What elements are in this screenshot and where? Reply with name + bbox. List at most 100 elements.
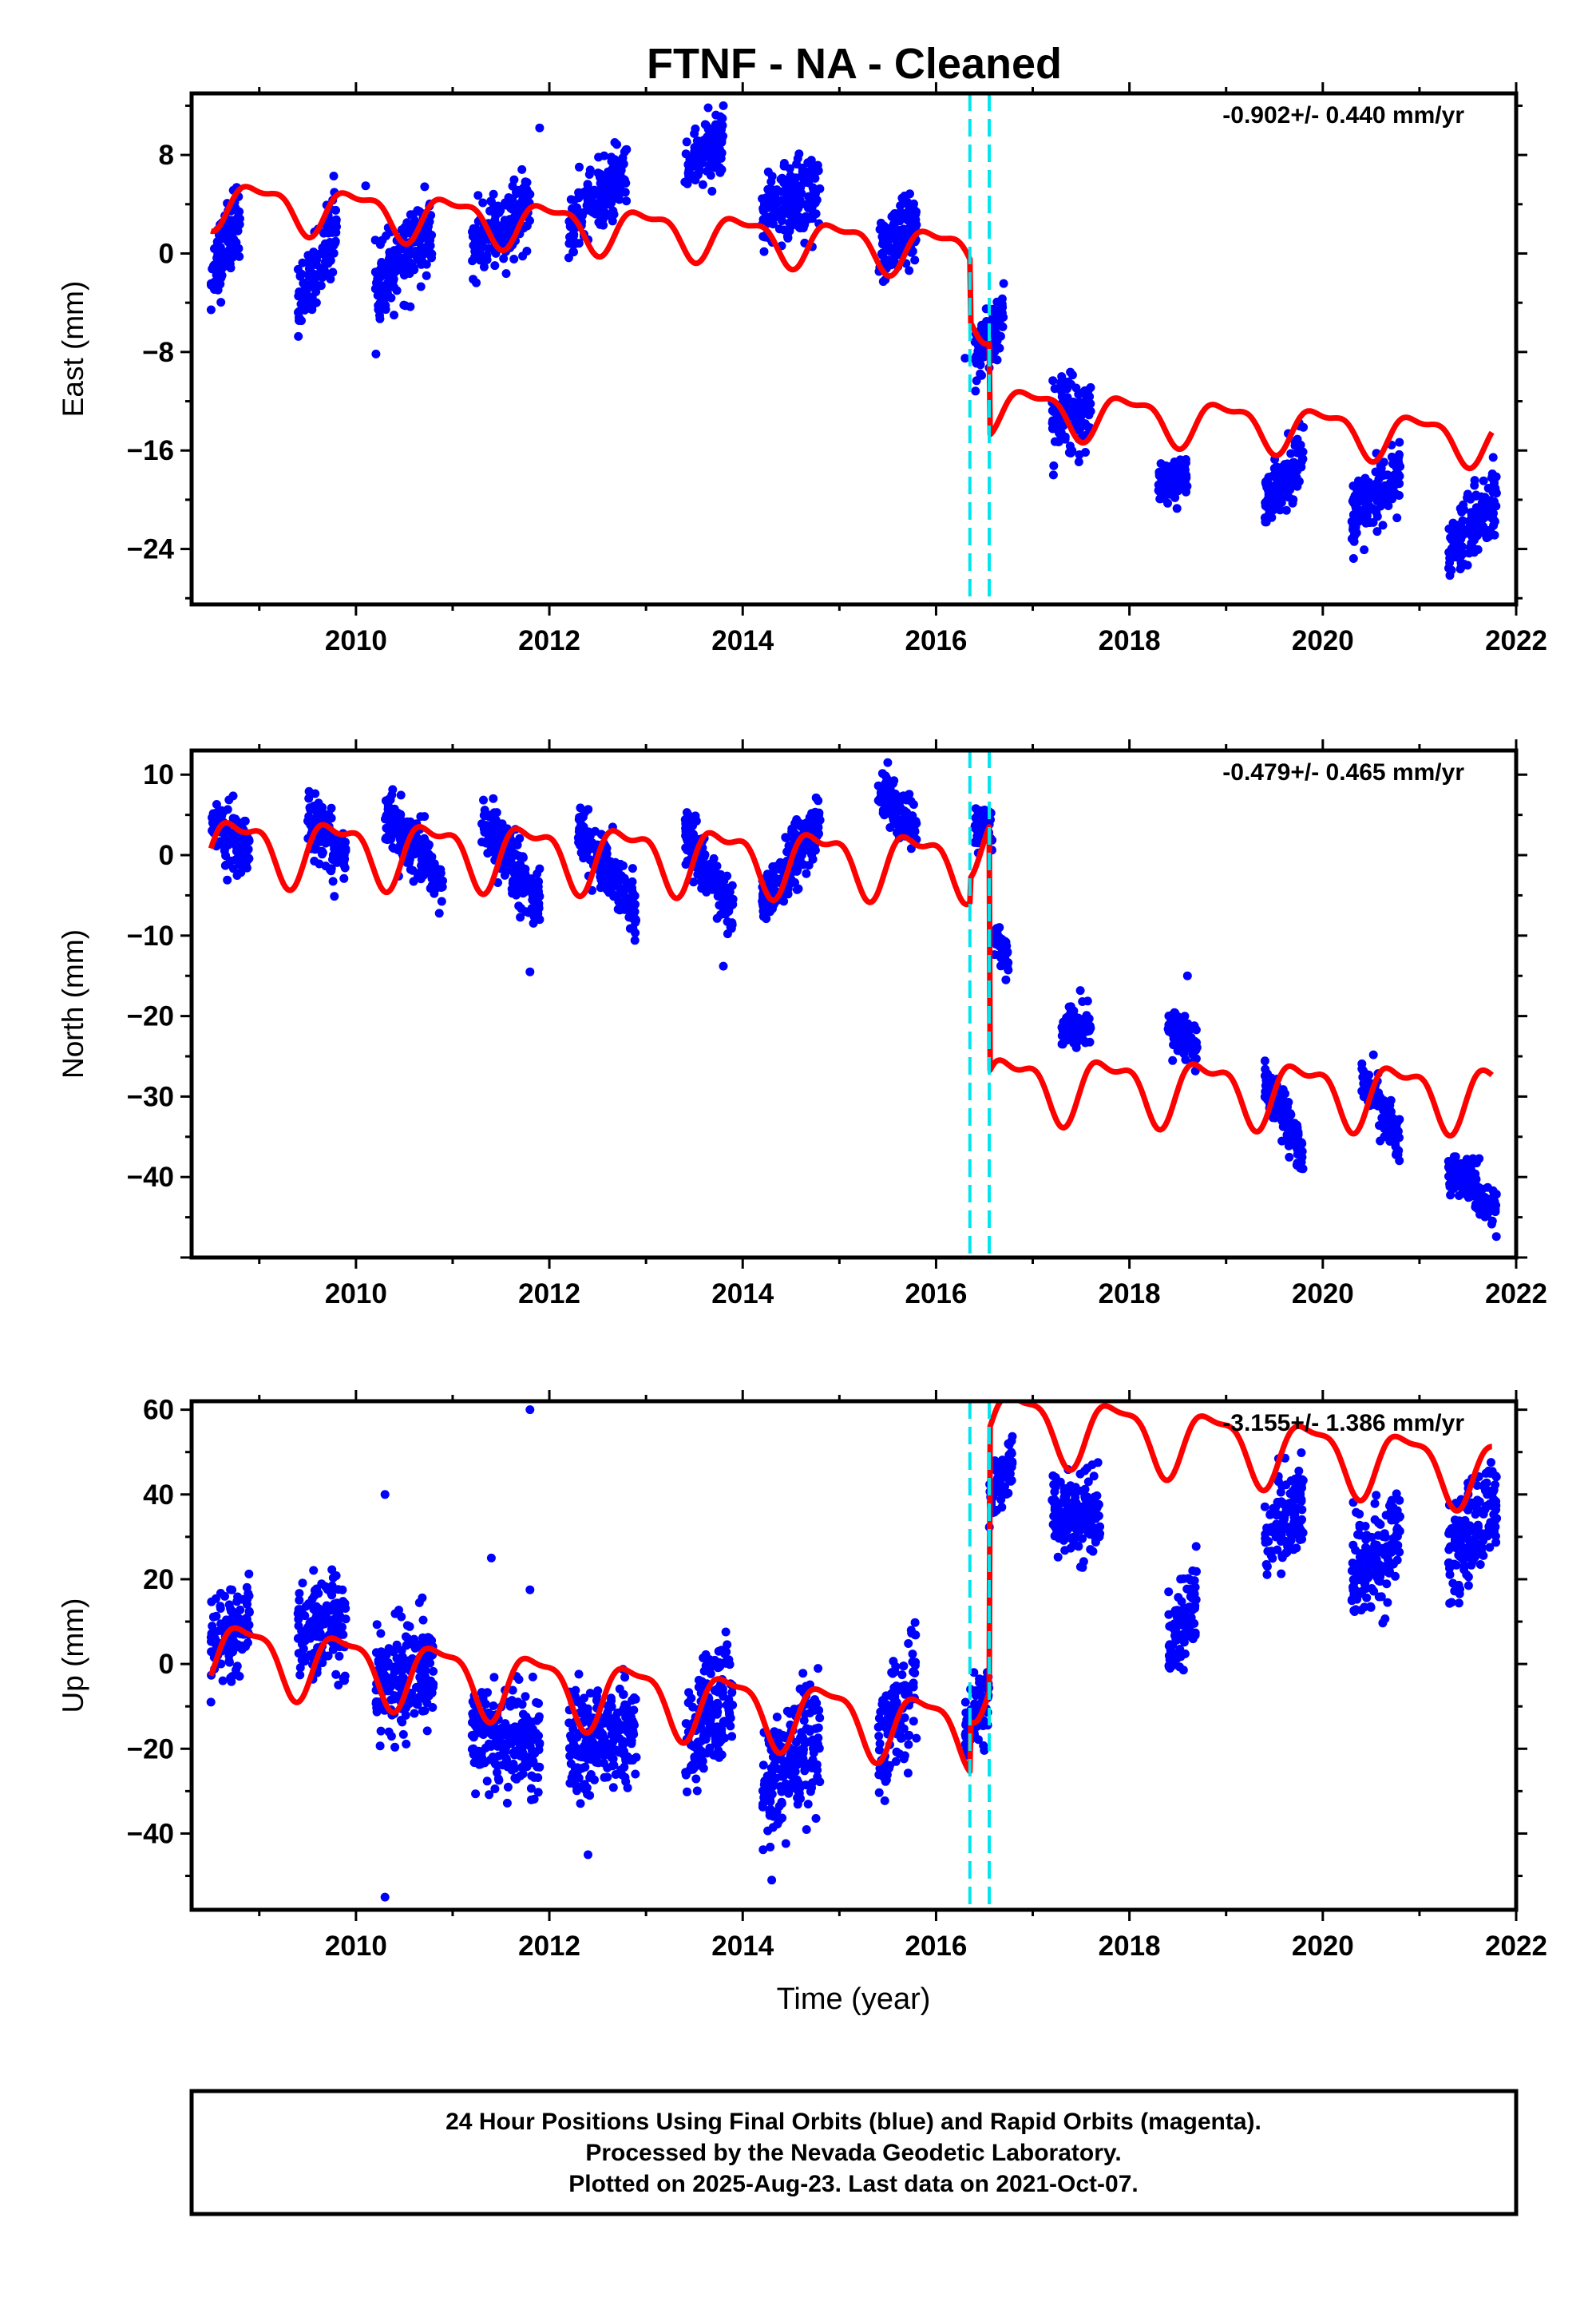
- east-plot-area: [206, 101, 1501, 580]
- up-data-point: [529, 1794, 539, 1804]
- east-data-point: [584, 170, 594, 179]
- east-data-point: [1058, 432, 1067, 442]
- north-data-point: [388, 821, 398, 830]
- up-data-point: [410, 1709, 419, 1718]
- east-data-point: [225, 238, 234, 248]
- east-data-point: [297, 316, 306, 326]
- up-data-point: [316, 1630, 326, 1640]
- north-data-point: [758, 897, 767, 906]
- up-data-point: [207, 1647, 216, 1657]
- east-model-curve: [208, 184, 1495, 472]
- up-data-point: [307, 1619, 316, 1629]
- east-rate-label: -0.902+/- 0.440 mm/yr: [1222, 102, 1464, 129]
- east-data-point: [375, 314, 385, 323]
- up-data-point: [414, 1693, 424, 1702]
- east-data-point: [422, 271, 431, 280]
- east-data-point: [519, 183, 529, 192]
- north-data-point: [1281, 1089, 1289, 1099]
- east-data-point: [783, 232, 793, 242]
- east-data-point: [479, 262, 489, 271]
- east-data-point: [897, 228, 907, 238]
- north-data-point: [386, 834, 395, 844]
- east-data-point: [235, 252, 244, 261]
- east-data-point: [493, 230, 503, 240]
- east-data-point: [605, 168, 615, 177]
- east-data-point: [1374, 474, 1384, 484]
- north-data-point: [893, 828, 901, 838]
- north-data-point: [244, 835, 254, 844]
- north-data-point: [392, 830, 402, 838]
- east-data-point: [489, 189, 498, 199]
- east-data-point: [809, 186, 818, 196]
- up-data-point: [410, 1634, 419, 1644]
- east-data-point: [298, 258, 307, 267]
- north-data-point: [811, 793, 821, 802]
- east-data-point: [524, 191, 533, 200]
- north-data-point: [414, 834, 422, 844]
- east-data-point: [1048, 470, 1058, 480]
- east-data-point: [1160, 465, 1170, 475]
- up-data-point: [499, 1746, 509, 1756]
- north-data-point: [889, 778, 897, 788]
- north-data-point: [900, 806, 909, 816]
- north-data-point: [1292, 1160, 1301, 1170]
- east-data-point: [614, 175, 624, 184]
- east-data-point: [307, 305, 317, 315]
- east-data-point: [620, 147, 629, 156]
- east-panel: 2010 2012 2014 2016 2018 2020 202280−8−16−24Ea…: [57, 82, 1547, 656]
- east-data-point: [487, 197, 496, 207]
- north-data-point: [794, 884, 803, 893]
- north-data-point: [1278, 1122, 1288, 1131]
- east-data-point: [379, 296, 388, 306]
- up-data-point: [385, 1662, 394, 1671]
- north-data-point: [1467, 1175, 1477, 1185]
- east-data-point: [1384, 488, 1393, 497]
- east-outlier-point: [216, 243, 225, 252]
- north-data-point: [1178, 1018, 1187, 1028]
- east-data-point: [1280, 465, 1289, 474]
- east-data-point: [1080, 419, 1090, 429]
- east-data-point: [1348, 517, 1358, 527]
- north-data-point: [427, 852, 437, 861]
- east-data-point: [1286, 449, 1296, 458]
- east-data-point: [1455, 553, 1464, 563]
- east-data-point: [1168, 485, 1178, 495]
- up-data-point: [297, 1655, 307, 1665]
- north-x-tick-label: 2022: [1485, 1278, 1547, 1309]
- east-frame: [189, 91, 1519, 607]
- north-data-point: [327, 866, 336, 876]
- east-data-point: [472, 224, 481, 234]
- up-data-point: [493, 1774, 503, 1784]
- up-data-point: [419, 1661, 429, 1670]
- up-data-point: [501, 1719, 510, 1729]
- north-data-point: [681, 824, 691, 833]
- east-data-point: [1275, 505, 1285, 515]
- north-data-point: [1375, 1121, 1384, 1131]
- up-data-point: [528, 1672, 537, 1681]
- east-data-point: [315, 271, 325, 280]
- east-data-point: [371, 349, 381, 358]
- east-data-point: [327, 226, 337, 236]
- east-data-point: [605, 188, 615, 198]
- east-data-point: [316, 281, 326, 291]
- north-data-point: [906, 844, 916, 854]
- east-data-point: [1451, 545, 1460, 555]
- east-data-point: [496, 206, 505, 216]
- east-data-point: [372, 268, 382, 278]
- north-data-point: [1260, 1056, 1269, 1066]
- up-data-point: [376, 1629, 386, 1638]
- east-data-point: [470, 247, 480, 256]
- north-data-point: [699, 873, 708, 882]
- east-data-point: [911, 209, 921, 219]
- up-data-point: [384, 1727, 394, 1737]
- east-data-point: [803, 158, 813, 168]
- north-data-point: [1277, 1136, 1287, 1146]
- north-data-point: [311, 842, 320, 851]
- east-data-point: [910, 255, 920, 265]
- east-data-point: [770, 190, 779, 200]
- up-data-point: [331, 1669, 341, 1679]
- up-data-points: [206, 1405, 1502, 1902]
- east-data-point: [209, 277, 219, 287]
- north-y-tick-label: 0: [159, 840, 174, 871]
- east-data-point: [327, 241, 337, 251]
